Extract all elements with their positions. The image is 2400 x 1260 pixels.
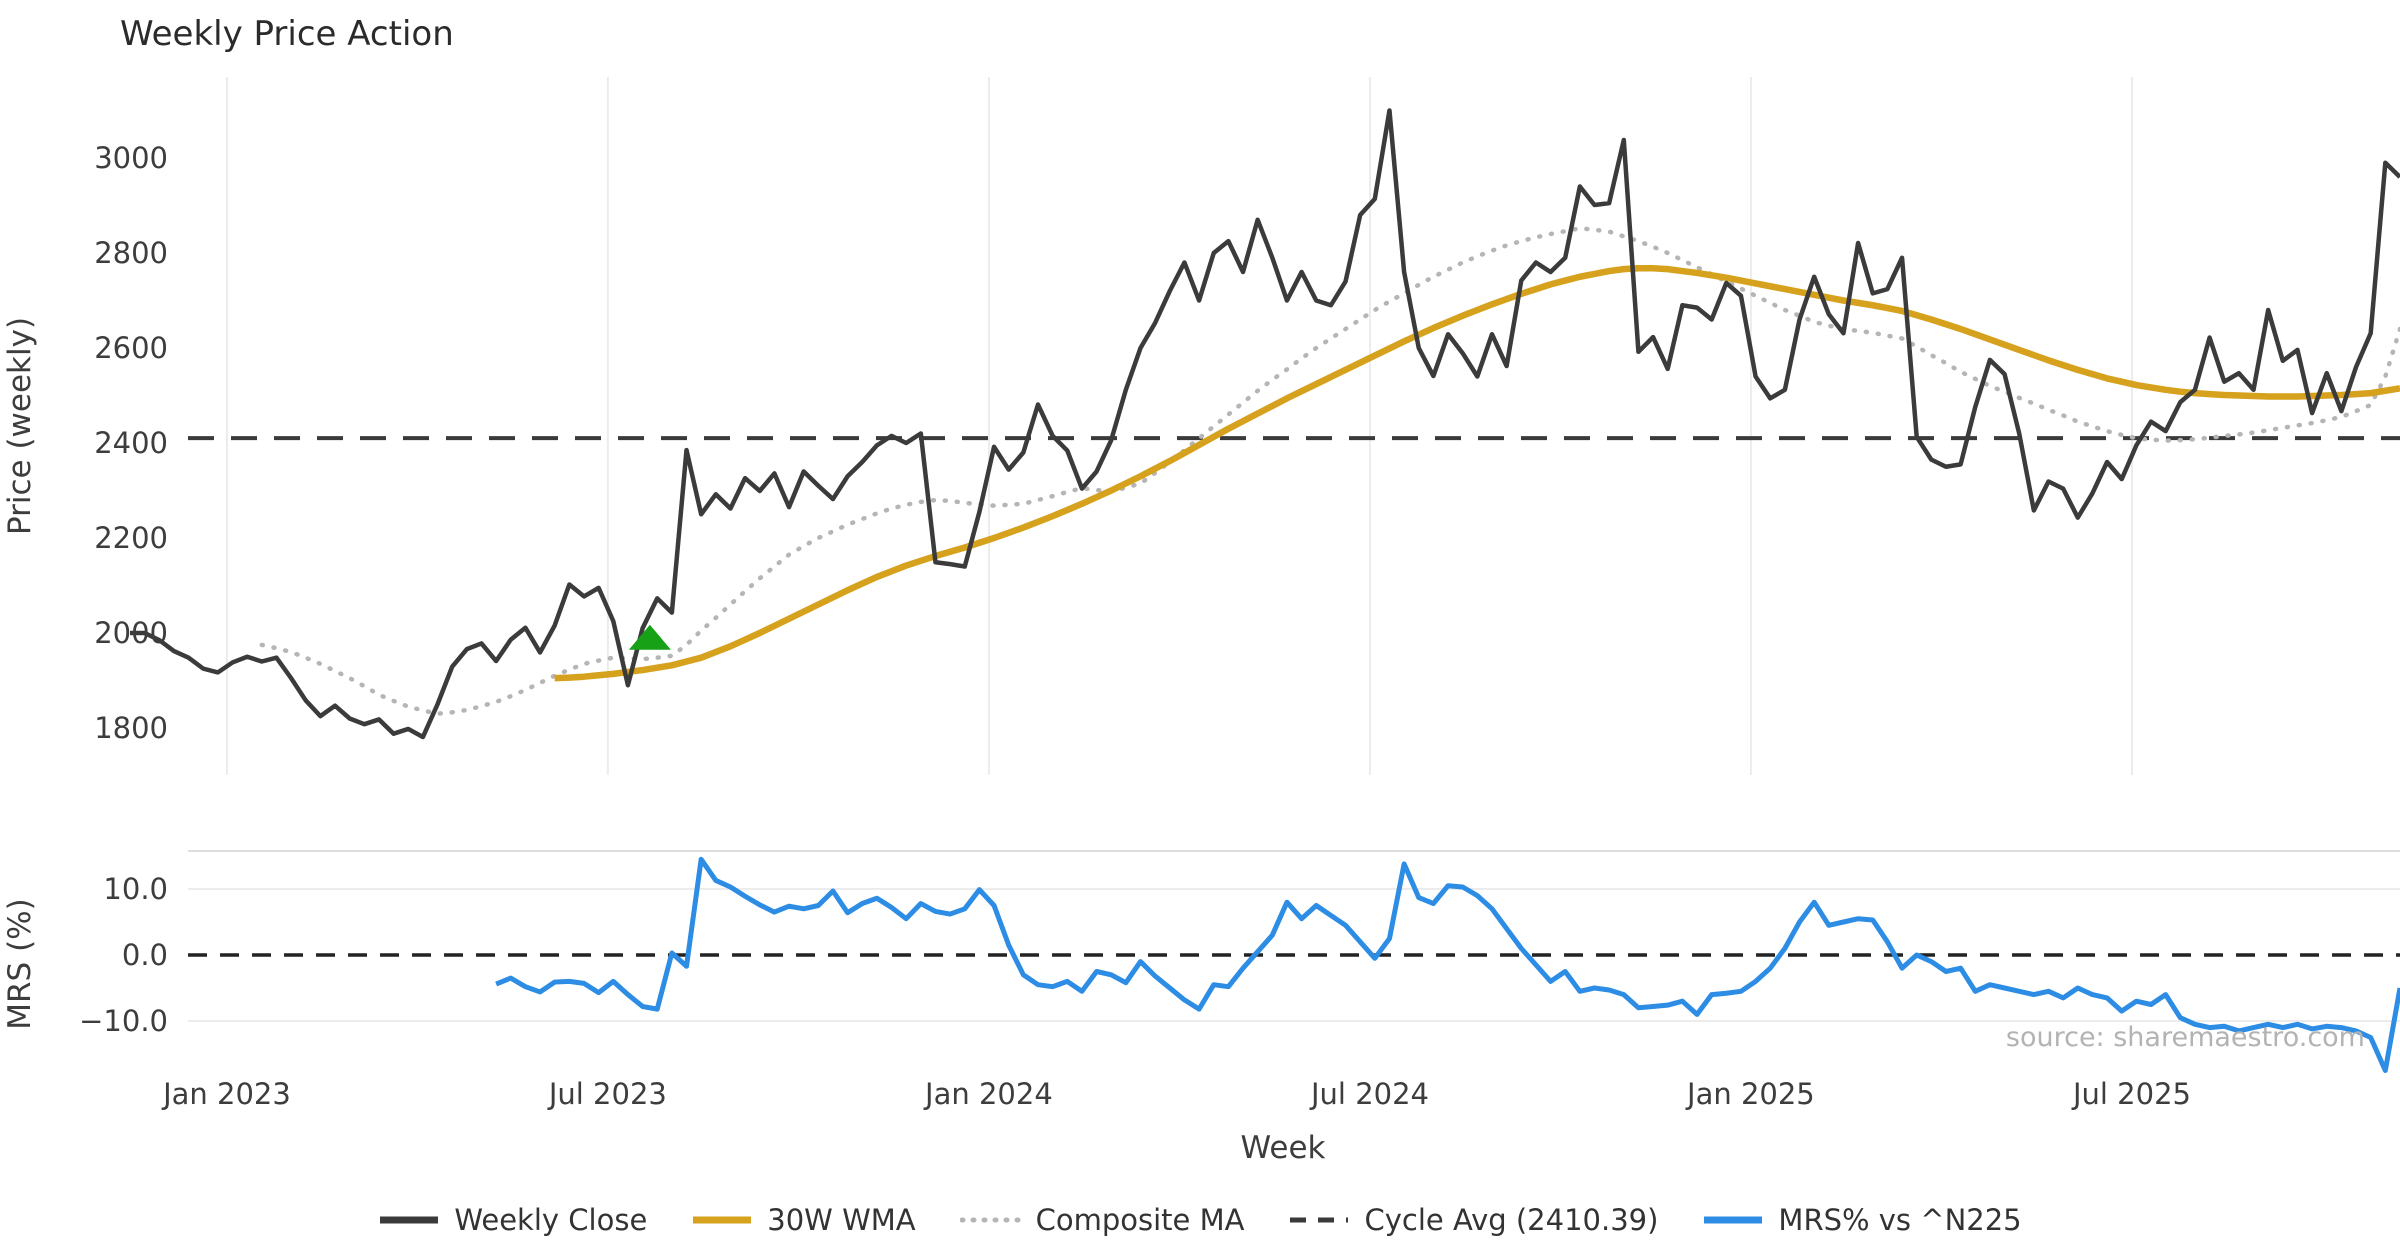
svg-text:−10.0: −10.0	[79, 1004, 168, 1038]
legend-swatch-icon	[380, 1216, 439, 1224]
buy-signal-triangle-marker	[628, 624, 671, 650]
legend-label: MRS% vs ^N225	[1778, 1203, 2022, 1237]
legend-label: Weekly Close	[454, 1203, 648, 1237]
legend-label: 30W WMA	[767, 1203, 916, 1237]
x-tick-labels: Jan 2023 Jul 2023 Jan 2024 Jul 2024 Jan 2025…	[161, 1077, 2191, 1111]
svg-text:2600: 2600	[94, 331, 168, 365]
svg-text:10.0: 10.0	[103, 872, 168, 906]
svg-text:2200: 2200	[94, 521, 168, 555]
legend-item-30w-wma: 30W WMA	[691, 1203, 916, 1237]
composite-ma-line	[259, 226, 2400, 716]
legend-swatch-icon	[1704, 1216, 1763, 1224]
svg-text:Jul 2023: Jul 2023	[547, 1077, 667, 1111]
watermark: source: sharemaestro.com	[2006, 1022, 2365, 1053]
svg-text:2400: 2400	[94, 426, 168, 460]
svg-text:2800: 2800	[94, 236, 168, 270]
svg-text:Jan 2024: Jan 2024	[923, 1077, 1053, 1111]
x-axis-label: Week	[1241, 1130, 1326, 1166]
svg-text:Jul 2024: Jul 2024	[1309, 1077, 1429, 1111]
svg-text:3000: 3000	[94, 141, 168, 175]
svg-text:Jan 2025: Jan 2025	[1685, 1077, 1815, 1111]
legend-swatch-icon	[1290, 1217, 1349, 1223]
mrs-y-tick-labels: −10.0 0.0 10.0	[79, 872, 168, 1038]
svg-text:Jul 2025: Jul 2025	[2071, 1077, 2191, 1111]
legend-item-mrs-vs-n225: MRS% vs ^N225	[1702, 1203, 2022, 1237]
legend: Weekly Close 30W WMA Composite MA Cycle Avg…	[0, 1203, 2400, 1237]
wma-30w-line	[554, 264, 2400, 682]
legend-label: Composite MA	[1035, 1203, 1245, 1237]
main-y-axis-label: Price (weekly)	[2, 317, 38, 535]
mrs-line	[495, 856, 2400, 1073]
svg-text:1800: 1800	[94, 711, 168, 745]
mrs-panel-gridlines	[188, 850, 2400, 1022]
legend-swatch-icon	[959, 1217, 1022, 1223]
gridlines	[225, 77, 2133, 775]
mrs-y-axis-label: MRS (%)	[2, 898, 38, 1029]
legend-item-weekly-close: Weekly Close	[378, 1203, 647, 1237]
svg-text:0.0: 0.0	[122, 938, 168, 972]
svg-text:Jan 2023: Jan 2023	[161, 1077, 291, 1111]
chart-title: Weekly Price Action	[120, 14, 454, 54]
svg-text:2000: 2000	[94, 616, 168, 650]
legend-item-composite-ma: Composite MA	[959, 1203, 1245, 1237]
legend-item-cycle-avg-2410-39-: Cycle Avg (2410.39)	[1288, 1203, 1658, 1237]
main-y-tick-labels: 1800 2000 2200 2400 2600 2800 3000	[94, 141, 168, 745]
legend-label: Cycle Avg (2410.39)	[1364, 1203, 1659, 1237]
weekly-close-line	[130, 108, 2400, 740]
legend-swatch-icon	[693, 1216, 752, 1224]
